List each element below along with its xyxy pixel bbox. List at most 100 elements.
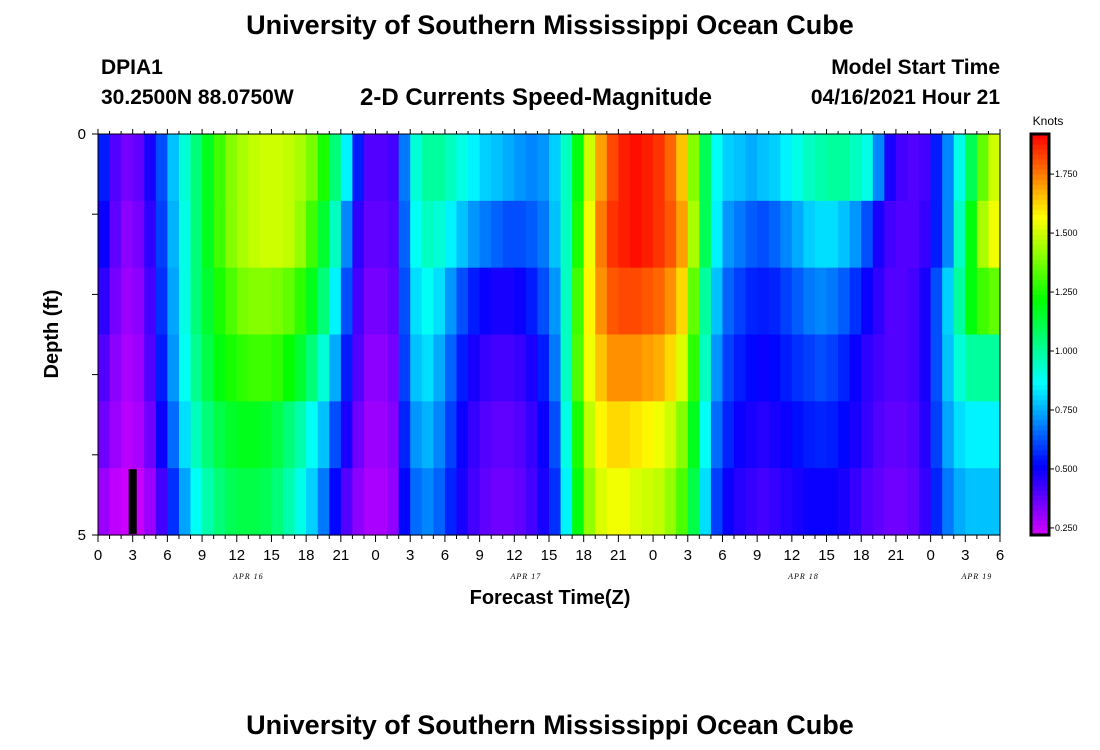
heat-cell bbox=[259, 468, 273, 536]
heat-cell bbox=[919, 401, 932, 469]
heat-cell bbox=[213, 267, 226, 336]
heat-cell bbox=[560, 267, 573, 336]
heat-cell bbox=[456, 334, 469, 402]
heat-cell bbox=[178, 200, 192, 269]
colorbar-tick-label: 0.750 bbox=[1055, 405, 1078, 415]
colorbar-segment bbox=[1031, 504, 1049, 511]
heat-cell bbox=[734, 468, 747, 536]
heat-cell bbox=[942, 200, 955, 269]
heat-cell bbox=[421, 401, 434, 469]
heat-cell bbox=[618, 200, 631, 269]
heat-cell bbox=[502, 134, 515, 202]
heat-cell bbox=[988, 334, 1001, 402]
heat-cell bbox=[479, 267, 492, 336]
heat-cell bbox=[803, 401, 816, 469]
heat-cell bbox=[433, 468, 446, 536]
heat-cell bbox=[699, 200, 712, 269]
heat-cell bbox=[98, 200, 111, 269]
heat-cell bbox=[942, 267, 955, 336]
heat-cell bbox=[953, 134, 966, 202]
colorbar-segment bbox=[1031, 469, 1049, 476]
colorbar-segment bbox=[1031, 484, 1049, 491]
heat-cell bbox=[895, 134, 909, 202]
heat-cell bbox=[814, 134, 828, 202]
colorbar-segment bbox=[1031, 174, 1049, 180]
current-time-marker bbox=[128, 469, 137, 534]
heat-cell bbox=[618, 468, 631, 536]
heat-cell bbox=[710, 134, 724, 202]
colorbar-segment bbox=[1031, 254, 1049, 260]
heat-cell bbox=[167, 200, 180, 269]
heat-cell bbox=[283, 468, 296, 536]
colorbar-segment bbox=[1031, 244, 1049, 250]
heat-cell bbox=[225, 334, 238, 402]
heat-cell bbox=[988, 200, 1001, 269]
heat-cell bbox=[144, 334, 157, 402]
heat-cell bbox=[283, 334, 296, 402]
heat-cell bbox=[178, 134, 192, 202]
heat-cell bbox=[444, 200, 458, 269]
heat-cell bbox=[595, 334, 608, 402]
y-axis-ticks: 05 bbox=[78, 126, 98, 544]
heat-cell bbox=[780, 401, 793, 469]
heat-cell bbox=[410, 468, 423, 536]
heat-cell bbox=[745, 468, 758, 536]
heat-cell bbox=[387, 200, 400, 269]
colorbar-segment bbox=[1031, 424, 1049, 431]
heat-cell bbox=[468, 334, 481, 402]
heat-cell bbox=[537, 200, 550, 269]
heat-cell bbox=[583, 200, 596, 269]
heat-cell bbox=[132, 401, 145, 469]
heat-cell bbox=[641, 334, 654, 402]
heat-cell bbox=[653, 200, 666, 269]
heat-cell bbox=[444, 468, 458, 536]
heat-cell bbox=[791, 267, 805, 336]
x-tick-label: 9 bbox=[475, 547, 483, 564]
colorbar-segment bbox=[1031, 279, 1049, 285]
heat-cell bbox=[791, 334, 805, 402]
heat-cell bbox=[976, 267, 990, 336]
heat-cell bbox=[942, 334, 955, 402]
colorbar-tick-label: 1.000 bbox=[1055, 346, 1078, 356]
x-tick-label: 15 bbox=[263, 547, 280, 564]
heat-cell bbox=[502, 200, 515, 269]
heat-cell bbox=[745, 200, 758, 269]
x-tick-label: 0 bbox=[94, 547, 102, 564]
heat-cell bbox=[768, 267, 781, 336]
heat-cell bbox=[363, 134, 377, 202]
heat-cell bbox=[919, 334, 932, 402]
heat-cell bbox=[907, 401, 920, 469]
heat-cell bbox=[456, 200, 469, 269]
heat-cell bbox=[167, 134, 180, 202]
colorbar-segment bbox=[1031, 369, 1049, 376]
heat-cell bbox=[444, 334, 458, 402]
heat-cell bbox=[248, 267, 261, 336]
heat-cell bbox=[514, 468, 527, 536]
colorbar-frame bbox=[1029, 132, 1051, 537]
heat-cell bbox=[722, 134, 735, 202]
heat-cell bbox=[109, 468, 122, 536]
page-title: University of Southern Mississippi Ocean… bbox=[246, 10, 854, 40]
heat-cell bbox=[953, 401, 966, 469]
colorbar-segment bbox=[1031, 289, 1049, 295]
heat-cell bbox=[710, 468, 724, 536]
colorbar-segment bbox=[1031, 354, 1049, 361]
heat-cell bbox=[826, 200, 839, 269]
heat-cell bbox=[606, 134, 619, 202]
heat-cell bbox=[849, 334, 862, 402]
heat-cell bbox=[606, 267, 619, 336]
heat-cell bbox=[306, 134, 319, 202]
heat-cell bbox=[780, 267, 793, 336]
heat-cell bbox=[294, 401, 307, 469]
heat-cell bbox=[838, 267, 851, 336]
heat-cell bbox=[606, 401, 619, 469]
heat-cell bbox=[814, 200, 828, 269]
heat-cell bbox=[410, 267, 423, 336]
heat-cell bbox=[676, 200, 689, 269]
heat-cell bbox=[525, 401, 539, 469]
heat-cell bbox=[641, 200, 654, 269]
heat-cell bbox=[687, 468, 700, 536]
heat-cell bbox=[213, 468, 226, 536]
heat-cell bbox=[803, 267, 816, 336]
colorbar-segment bbox=[1031, 259, 1049, 265]
